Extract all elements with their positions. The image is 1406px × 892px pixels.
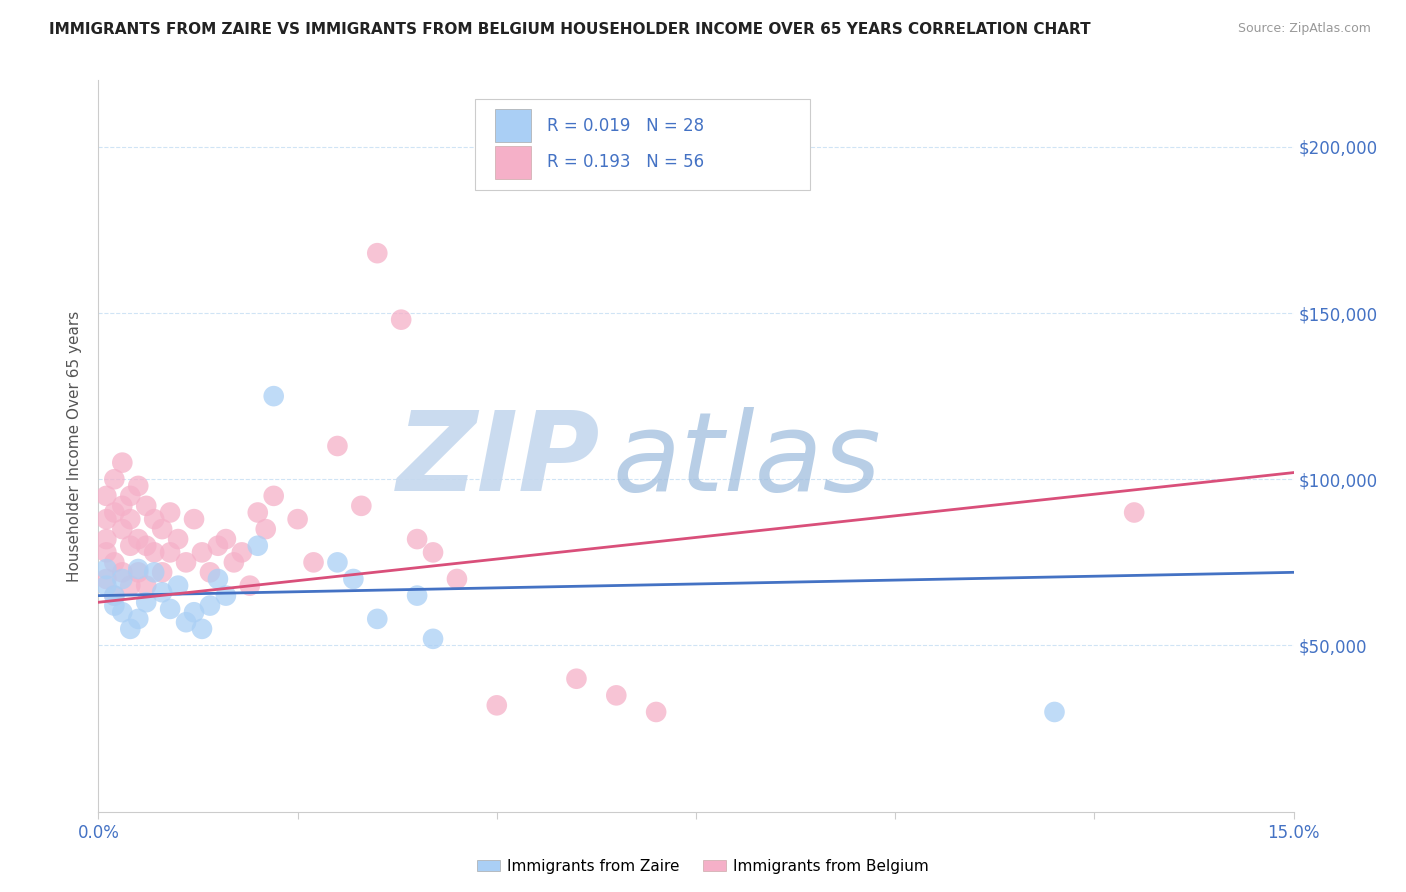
Point <box>159 545 181 559</box>
Point <box>263 389 285 403</box>
Point <box>215 532 238 546</box>
Bar <box>495 145 531 178</box>
Point <box>103 599 125 613</box>
Point <box>111 456 134 470</box>
Point <box>143 512 166 526</box>
Point <box>150 585 173 599</box>
Point <box>198 566 221 580</box>
Point <box>96 579 118 593</box>
Point <box>167 579 190 593</box>
Point <box>422 545 444 559</box>
Text: R = 0.019   N = 28: R = 0.019 N = 28 <box>547 117 704 135</box>
Point <box>167 532 190 546</box>
Point <box>389 312 412 326</box>
Point <box>96 532 118 546</box>
Text: IMMIGRANTS FROM ZAIRE VS IMMIGRANTS FROM BELGIUM HOUSEHOLDER INCOME OVER 65 YEAR: IMMIGRANTS FROM ZAIRE VS IMMIGRANTS FROM… <box>49 22 1091 37</box>
Point <box>111 499 134 513</box>
Point <box>96 489 118 503</box>
Point <box>565 672 588 686</box>
Point <box>96 572 118 586</box>
Point <box>406 532 429 546</box>
Point <box>120 622 142 636</box>
Point <box>198 599 221 613</box>
Point <box>207 539 229 553</box>
Y-axis label: Householder Income Over 65 years: Householder Income Over 65 years <box>67 310 83 582</box>
Point <box>143 545 166 559</box>
Text: atlas: atlas <box>613 407 882 514</box>
Point <box>127 562 149 576</box>
Point <box>96 545 118 559</box>
Point <box>135 539 157 553</box>
Point <box>366 612 388 626</box>
Point <box>366 246 388 260</box>
Point <box>222 555 245 569</box>
Point <box>103 589 125 603</box>
Point <box>143 566 166 580</box>
Point <box>111 566 134 580</box>
Point <box>159 506 181 520</box>
Point <box>1123 506 1146 520</box>
Point <box>120 489 142 503</box>
Point <box>485 698 508 713</box>
Point <box>174 615 197 630</box>
Text: ZIP: ZIP <box>396 407 600 514</box>
Point <box>150 522 173 536</box>
Point <box>246 539 269 553</box>
Point <box>159 602 181 616</box>
Point <box>135 579 157 593</box>
Point <box>96 512 118 526</box>
Point <box>103 506 125 520</box>
Point <box>127 566 149 580</box>
Point <box>342 572 364 586</box>
Point <box>263 489 285 503</box>
Point <box>120 539 142 553</box>
Point <box>96 562 118 576</box>
Point <box>246 506 269 520</box>
Point <box>135 499 157 513</box>
Text: R = 0.193   N = 56: R = 0.193 N = 56 <box>547 153 704 171</box>
Point <box>103 589 125 603</box>
Point <box>103 555 125 569</box>
FancyBboxPatch shape <box>475 99 810 190</box>
Point <box>287 512 309 526</box>
Point <box>111 605 134 619</box>
Point <box>111 572 134 586</box>
Point <box>645 705 668 719</box>
Point <box>174 555 197 569</box>
Point <box>127 479 149 493</box>
Point <box>1043 705 1066 719</box>
Point <box>326 439 349 453</box>
Point <box>127 532 149 546</box>
Point <box>406 589 429 603</box>
Point <box>120 579 142 593</box>
Bar <box>495 109 531 142</box>
Point <box>446 572 468 586</box>
Point <box>135 595 157 609</box>
Point <box>191 545 214 559</box>
Point <box>254 522 277 536</box>
Point <box>183 605 205 619</box>
Point <box>127 612 149 626</box>
Point <box>103 472 125 486</box>
Point <box>350 499 373 513</box>
Point <box>302 555 325 569</box>
Point <box>605 689 627 703</box>
Point <box>111 522 134 536</box>
Point <box>183 512 205 526</box>
Legend: Immigrants from Zaire, Immigrants from Belgium: Immigrants from Zaire, Immigrants from B… <box>471 853 935 880</box>
Text: Source: ZipAtlas.com: Source: ZipAtlas.com <box>1237 22 1371 36</box>
Point <box>422 632 444 646</box>
Point <box>120 512 142 526</box>
Point <box>191 622 214 636</box>
Point <box>207 572 229 586</box>
Point <box>215 589 238 603</box>
Point <box>239 579 262 593</box>
Point <box>231 545 253 559</box>
Point <box>326 555 349 569</box>
Point <box>150 566 173 580</box>
